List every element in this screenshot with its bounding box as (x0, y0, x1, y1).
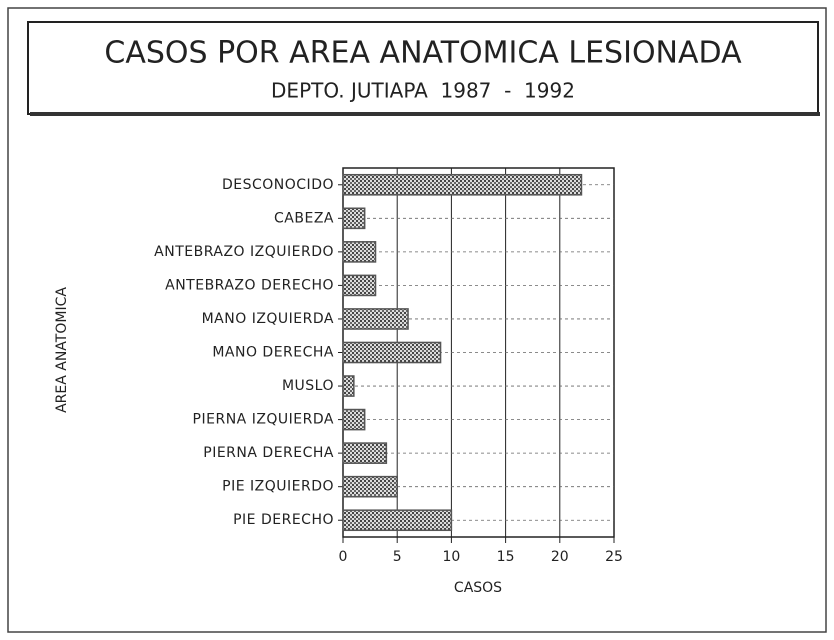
y-tick-label: PIERNA DERECHA (203, 445, 334, 461)
x-tick-label: 25 (605, 549, 623, 565)
bar (342, 475, 398, 498)
bar (342, 241, 377, 263)
x-tick-label: 0 (339, 549, 348, 565)
bar (342, 274, 377, 297)
y-tick-label: PIE DERECHO (233, 512, 334, 528)
y-axis-label: AREA ANATOMICA (54, 287, 70, 413)
bar (342, 341, 442, 364)
bar (342, 173, 583, 196)
bar (342, 375, 355, 397)
y-tick-label: DESCONOCIDO (222, 177, 334, 193)
y-tick-label: PIERNA IZQUIERDA (193, 412, 334, 428)
bar (342, 408, 366, 431)
y-tick-label: ANTEBRAZO IZQUIERDO (154, 244, 334, 260)
x-tick-label: 20 (551, 549, 569, 565)
y-tick-label: PIE IZQUIERDO (222, 479, 334, 495)
bar (342, 442, 388, 464)
y-tick-label: CABEZA (274, 210, 334, 226)
x-tick-label: 15 (497, 549, 515, 565)
y-tick-label: MUSLO (282, 378, 334, 394)
y-tick-label: MANO IZQUIERDA (202, 311, 334, 327)
y-tick-label: ANTEBRAZO DERECHO (165, 277, 334, 293)
bar (342, 308, 409, 330)
x-tick-label: 10 (442, 549, 460, 565)
title-shadow (30, 112, 820, 116)
bar (342, 207, 366, 230)
page-border (7, 7, 827, 633)
x-axis-label: CASOS (454, 580, 502, 596)
chart-subtitle: DEPTO. JUTIAPA 1987 - 1992 (271, 79, 575, 103)
y-tick-label: MANO DERECHA (212, 345, 334, 361)
bar (342, 509, 453, 532)
chart-title: CASOS POR AREA ANATOMICA LESIONADA (104, 36, 742, 71)
x-tick-label: 5 (393, 549, 402, 565)
